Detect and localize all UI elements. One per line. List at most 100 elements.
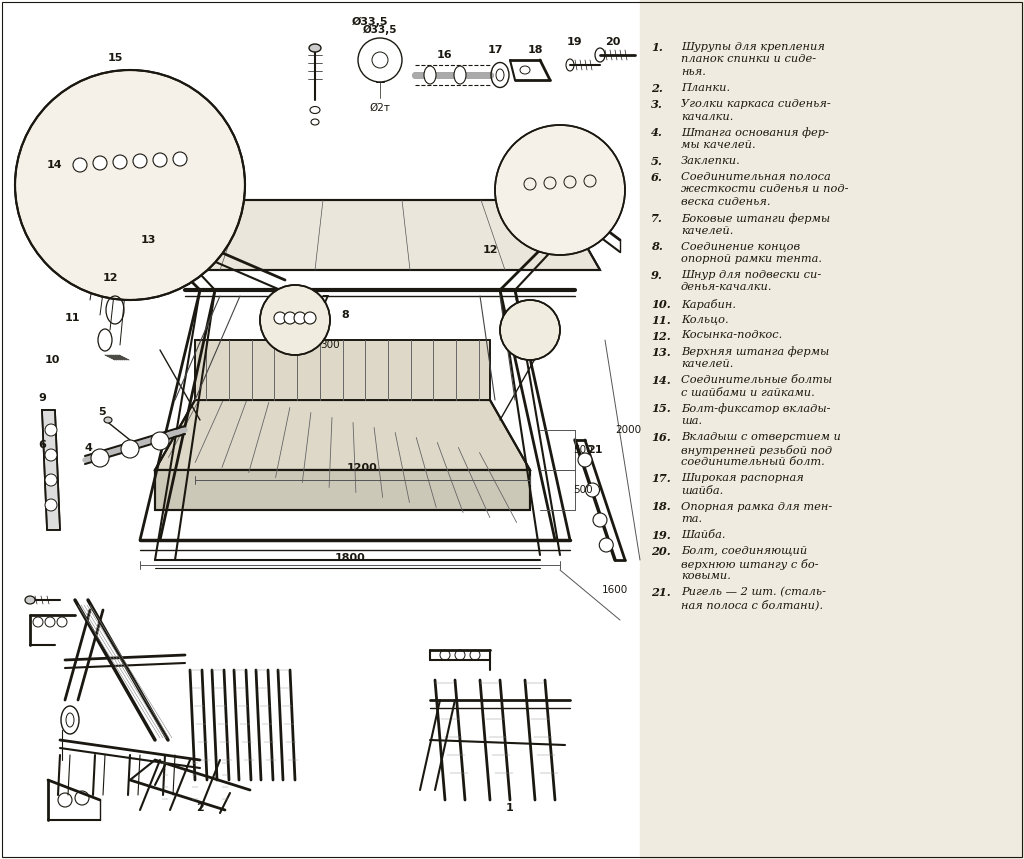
Text: Ø2т: Ø2т xyxy=(370,103,390,113)
Ellipse shape xyxy=(104,417,112,423)
Text: Карабин.: Карабин. xyxy=(681,298,736,309)
Text: Соединительные болты: Соединительные болты xyxy=(681,375,833,385)
Text: 7: 7 xyxy=(322,295,329,305)
Text: жесткости сиденья и под-: жесткости сиденья и под- xyxy=(681,185,849,194)
Ellipse shape xyxy=(424,66,436,84)
Ellipse shape xyxy=(25,596,35,604)
Text: качалки.: качалки. xyxy=(681,112,733,121)
Text: 4.: 4. xyxy=(651,127,663,138)
Text: 2.: 2. xyxy=(651,83,663,94)
Text: 300: 300 xyxy=(321,340,340,350)
Bar xyxy=(640,0,1024,859)
Circle shape xyxy=(73,158,87,172)
Text: 2000: 2000 xyxy=(615,425,641,435)
Ellipse shape xyxy=(454,66,466,84)
Text: Планки.: Планки. xyxy=(681,83,730,93)
Polygon shape xyxy=(195,340,490,400)
Text: шайба.: шайба. xyxy=(681,485,723,496)
Text: 13: 13 xyxy=(140,235,156,245)
Text: внутренней резьбой под: внутренней резьбой под xyxy=(681,444,833,455)
Circle shape xyxy=(121,440,139,458)
Circle shape xyxy=(133,154,147,168)
Text: 11.: 11. xyxy=(651,314,671,326)
Circle shape xyxy=(15,70,245,300)
Text: 4: 4 xyxy=(84,443,92,453)
Text: планок спинки и сиде-: планок спинки и сиде- xyxy=(681,54,816,64)
Text: качелей.: качелей. xyxy=(681,226,733,235)
Polygon shape xyxy=(42,410,60,530)
Text: 9: 9 xyxy=(38,393,46,403)
Text: Заклепки.: Заклепки. xyxy=(681,156,740,166)
Text: ковыми.: ковыми. xyxy=(681,571,731,581)
Text: 10.: 10. xyxy=(651,298,671,309)
Text: Шайба.: Шайба. xyxy=(681,530,725,540)
Text: Ригель — 2 шт. (сталь-: Ригель — 2 шт. (сталь- xyxy=(681,587,826,597)
Circle shape xyxy=(151,432,169,450)
Text: 14.: 14. xyxy=(651,375,671,386)
Text: Кольцо.: Кольцо. xyxy=(681,314,729,325)
Circle shape xyxy=(93,156,106,170)
Circle shape xyxy=(304,312,316,324)
Text: нья.: нья. xyxy=(681,67,706,77)
Text: 18: 18 xyxy=(527,45,543,55)
Text: Вкладыш с отверстием и: Вкладыш с отверстием и xyxy=(681,432,841,442)
Text: Болт, соединяющий: Болт, соединяющий xyxy=(681,546,807,556)
Text: 12: 12 xyxy=(482,245,498,255)
Text: 1200: 1200 xyxy=(347,463,378,473)
Text: ша.: ша. xyxy=(681,416,702,426)
Text: 17: 17 xyxy=(487,45,503,55)
Text: 1600: 1600 xyxy=(602,585,628,595)
Text: 18.: 18. xyxy=(651,502,671,513)
Circle shape xyxy=(113,155,127,169)
Text: 500: 500 xyxy=(573,485,593,495)
Text: 13.: 13. xyxy=(651,346,671,357)
Text: 1: 1 xyxy=(506,803,514,813)
Polygon shape xyxy=(125,200,600,270)
Text: Опорная рамка для тен-: Опорная рамка для тен- xyxy=(681,502,833,511)
Text: Боковые штанги фермы: Боковые штанги фермы xyxy=(681,213,830,224)
Text: качелей.: качелей. xyxy=(681,359,733,369)
Text: мы качелей.: мы качелей. xyxy=(681,140,756,150)
Text: Ø33,5: Ø33,5 xyxy=(362,25,397,35)
Text: ная полоса с болтани).: ная полоса с болтани). xyxy=(681,600,823,610)
Text: 5: 5 xyxy=(98,407,105,417)
Polygon shape xyxy=(155,400,530,470)
Circle shape xyxy=(274,312,286,324)
Text: 21: 21 xyxy=(587,445,603,455)
Text: денья-качалки.: денья-качалки. xyxy=(681,283,772,293)
Circle shape xyxy=(173,152,187,166)
Circle shape xyxy=(500,300,560,360)
Ellipse shape xyxy=(309,44,321,52)
Text: 6: 6 xyxy=(38,440,46,450)
Text: 16.: 16. xyxy=(651,432,671,443)
Text: опорной рамки тента.: опорной рамки тента. xyxy=(681,254,822,264)
Text: 15.: 15. xyxy=(651,404,671,415)
Circle shape xyxy=(294,312,306,324)
Text: верхнюю штангу с бо-: верхнюю штангу с бо- xyxy=(681,558,818,570)
Text: 21.: 21. xyxy=(651,587,671,598)
Text: Косынка-подкос.: Косынка-подкос. xyxy=(681,331,782,340)
Circle shape xyxy=(153,153,167,167)
Text: Шнур для подвески си-: Шнур для подвески си- xyxy=(681,270,821,280)
Text: Ø33,5: Ø33,5 xyxy=(352,17,388,27)
Text: 3.: 3. xyxy=(651,99,663,110)
Text: 10: 10 xyxy=(44,355,59,365)
Text: 1.: 1. xyxy=(651,42,663,53)
Bar xyxy=(645,0,1024,859)
Text: 14: 14 xyxy=(47,160,62,170)
Text: соединительный болт.: соединительный болт. xyxy=(681,457,824,467)
Circle shape xyxy=(45,499,57,511)
Text: 12.: 12. xyxy=(651,331,671,342)
Text: 5.: 5. xyxy=(651,156,663,167)
Text: 1800: 1800 xyxy=(335,553,366,563)
Bar xyxy=(0,0,640,859)
Text: 20.: 20. xyxy=(651,546,671,557)
Text: Широкая распорная: Широкая распорная xyxy=(681,473,804,483)
Text: Соединительная полоса: Соединительная полоса xyxy=(681,172,830,182)
Text: 12: 12 xyxy=(102,273,118,283)
Text: 8.: 8. xyxy=(651,241,663,253)
Text: 17.: 17. xyxy=(651,473,671,484)
Circle shape xyxy=(599,538,613,552)
Text: та.: та. xyxy=(681,514,702,524)
Circle shape xyxy=(45,424,57,436)
